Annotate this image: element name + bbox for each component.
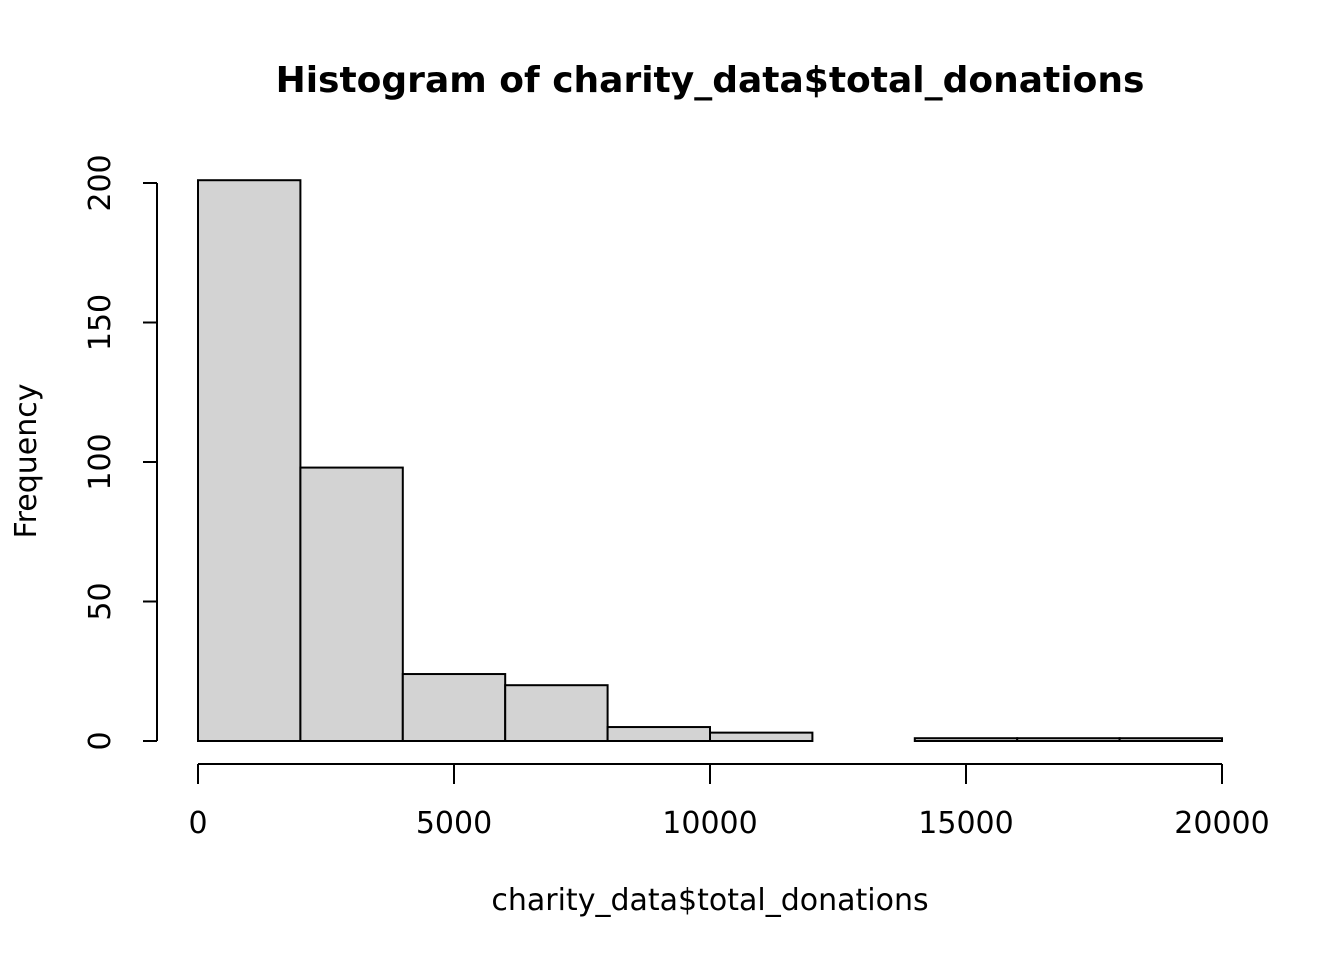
y-tick-label: 100 bbox=[83, 433, 118, 490]
histogram-bar bbox=[299, 466, 404, 742]
y-tick-label: 200 bbox=[83, 154, 118, 211]
x-tick-label: 15000 bbox=[918, 806, 1013, 841]
x-tick-label: 0 bbox=[188, 806, 207, 841]
x-axis: 0 5000 10000 15000 20000 bbox=[188, 763, 1270, 841]
histogram-bar bbox=[1016, 737, 1121, 743]
histogram-bar bbox=[197, 179, 302, 742]
chart-title: Histogram of charity_data$total_donation… bbox=[276, 60, 1145, 101]
y-tick-label: 150 bbox=[83, 294, 118, 351]
x-axis-label: charity_data$total_donations bbox=[491, 883, 928, 918]
histogram-bar bbox=[1118, 737, 1223, 743]
histogram-bar bbox=[913, 737, 1019, 743]
x-tick-label: 10000 bbox=[662, 806, 757, 841]
histogram-bar bbox=[709, 731, 814, 743]
y-axis-label: Frequency bbox=[9, 384, 44, 539]
x-tick-label: 20000 bbox=[1174, 806, 1269, 841]
histogram-bar bbox=[606, 726, 711, 742]
histogram-bar bbox=[504, 684, 609, 743]
histogram-bars bbox=[197, 179, 1223, 743]
x-tick-label: 5000 bbox=[416, 806, 492, 841]
y-tick-label: 0 bbox=[83, 731, 118, 750]
y-axis: 0 50 100 150 200 bbox=[83, 154, 158, 751]
y-tick-label: 50 bbox=[83, 582, 118, 620]
histogram-bar bbox=[401, 673, 507, 742]
